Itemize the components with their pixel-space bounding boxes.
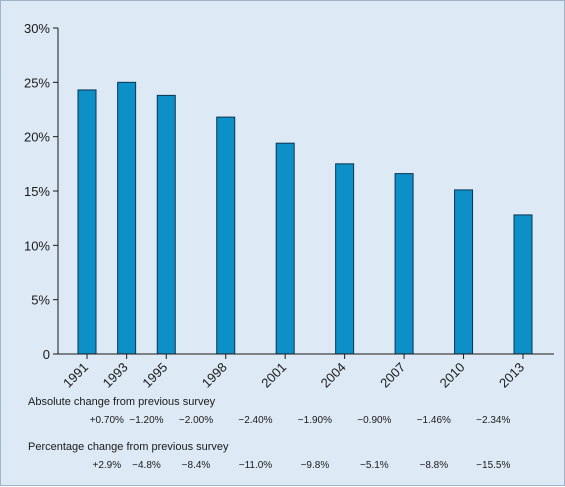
- absolute-change-value: −1.20%: [129, 415, 164, 426]
- absolute-change-value: −1.90%: [297, 415, 333, 426]
- percentage-change-value: −11.0%: [238, 460, 273, 471]
- y-tick-label: 30%: [24, 21, 50, 36]
- x-tick-label: 1993: [100, 360, 131, 391]
- bar-1998: [216, 116, 236, 355]
- percentage-change-value: +2.9%: [92, 460, 122, 471]
- percentage-change-value: −4.8%: [132, 460, 161, 471]
- bar-1995: [156, 94, 176, 355]
- absolute-change-value: −0.90%: [357, 415, 392, 426]
- y-axis: 0 5% 10% 15% 20% 25% 30%: [24, 21, 59, 362]
- y-tick-label: 10%: [24, 238, 50, 253]
- absolute-change-value: +0.70%: [89, 415, 124, 426]
- percentage-change-heading: Percentage change from previous survey: [28, 441, 229, 453]
- absolute-change-value: −2.40%: [238, 415, 273, 426]
- bar-2007: [394, 173, 414, 355]
- percentage-change-value: −5.1%: [360, 460, 389, 471]
- y-tick-label: 5%: [31, 293, 50, 308]
- absolute-change-heading: Absolute change from previous survey: [28, 396, 216, 408]
- y-tick-label: 20%: [24, 130, 50, 145]
- x-tick-label: 1991: [60, 360, 91, 391]
- y-tick-label: 25%: [24, 75, 50, 90]
- bar-2001: [275, 142, 295, 355]
- x-tick-label: 1998: [199, 360, 230, 391]
- bar-2013: [513, 214, 533, 355]
- x-tick-label: 2013: [496, 360, 527, 391]
- bars: [77, 81, 533, 355]
- bar-1991: [77, 89, 97, 355]
- x-tick-label: 2004: [318, 360, 349, 391]
- bar-2004: [335, 163, 355, 355]
- x-tick-label: 2010: [437, 360, 468, 391]
- y-tick-label: 0: [43, 347, 50, 362]
- percentage-change-value: −8.8%: [419, 460, 449, 471]
- x-tick-label: 2001: [258, 360, 289, 391]
- x-axis: 1991 1993 1995 1998 2001 2004 2007 2010 2013: [58, 353, 554, 391]
- x-tick-label: 1995: [139, 360, 170, 391]
- x-tick-label: 2007: [377, 360, 408, 391]
- absolute-change-value: −1.46%: [416, 415, 451, 426]
- y-tick-label: 15%: [24, 184, 50, 199]
- bar-1993: [117, 81, 137, 355]
- percentage-change-value: −8.4%: [181, 460, 211, 471]
- absolute-change-value: −2.34%: [476, 415, 511, 426]
- percentage-change-value: −9.8%: [300, 460, 330, 471]
- bar-2010: [454, 189, 474, 355]
- absolute-change-value: −2.00%: [178, 415, 214, 426]
- percentage-change-value: −15.5%: [476, 460, 511, 471]
